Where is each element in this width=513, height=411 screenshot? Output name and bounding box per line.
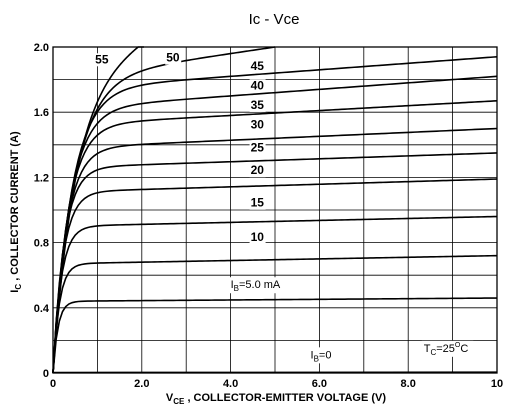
grid <box>53 47 497 373</box>
chart-title: Ic - Vce <box>249 11 300 28</box>
annotation-bg <box>308 347 334 364</box>
annotation-bg <box>228 277 287 294</box>
series-label-bg <box>249 98 266 112</box>
annotation-text: =0 <box>319 349 332 361</box>
y-tick-label: 1.6 <box>34 107 49 119</box>
x-tick-labels: 0 2.0 4.0 6.0 8.0 10 <box>50 378 503 390</box>
curve-ib-5-0 <box>52 297 498 374</box>
series-label-bg <box>249 196 266 210</box>
series-label-10: 10 <box>251 230 265 244</box>
series-label-15: 15 <box>251 196 265 210</box>
annotation-bg <box>421 340 474 357</box>
curve-ib-20 <box>52 178 498 374</box>
series-label-bg <box>249 79 266 93</box>
series-label-bg <box>249 230 266 244</box>
curve-ib-55 <box>52 46 145 374</box>
annotation-text: =25 <box>436 343 455 355</box>
x-axis-label-symbol: V <box>166 392 174 404</box>
annotation-text: =5.0 mA <box>239 279 281 291</box>
series-label-bg <box>94 53 111 67</box>
annotation-symbol: T <box>424 343 431 355</box>
x-tick-label: 0 <box>50 378 56 390</box>
x-axis-label-subscript: CE <box>173 397 185 406</box>
series-label-bg <box>249 164 266 178</box>
y-axis-label-text: , COLLECTOR CURRENT (A) <box>9 131 21 284</box>
annotation-tail: C <box>460 343 468 355</box>
series-label-40: 40 <box>251 78 265 92</box>
x-tick-label: 2.0 <box>134 378 149 390</box>
y-tick-label: 2.0 <box>34 42 49 54</box>
y-tick-label: 1.2 <box>34 172 49 184</box>
y-axis-label-subscript: C <box>14 284 23 290</box>
y-tick-label: 0.8 <box>34 238 49 250</box>
y-tick-label: 0.4 <box>34 303 50 315</box>
x-tick-label: 6.0 <box>312 378 327 390</box>
series-label-55: 55 <box>95 52 109 66</box>
annotation-subscript: B <box>314 354 319 363</box>
series-label-bg <box>165 51 182 65</box>
x-tick-label: 8.0 <box>401 378 416 390</box>
annotation-ib0: IB=0 <box>311 349 332 363</box>
y-tick-label: 0 <box>43 368 49 380</box>
series-label-bg <box>249 118 266 132</box>
x-axis-label-text: , COLLECTOR-EMITTER VOLTAGE (V) <box>184 392 386 404</box>
x-axis-label: VCE , COLLECTOR-EMITTER VOLTAGE (V) <box>166 392 386 406</box>
series-label-20: 20 <box>251 163 265 177</box>
series-labels: 55 50 45 40 35 30 25 20 15 10 <box>94 51 266 244</box>
series-label-50: 50 <box>166 51 180 65</box>
annotation-subscript: C <box>430 348 436 357</box>
series-label-bg <box>249 59 266 73</box>
series-label-30: 30 <box>251 118 265 132</box>
series-label-25: 25 <box>251 140 265 154</box>
x-tick-label: 4.0 <box>223 378 238 390</box>
curve-ib-25 <box>52 152 498 374</box>
annotation-symbol: I <box>231 279 234 291</box>
y-axis-label: IC , COLLECTOR CURRENT (A) <box>9 131 23 293</box>
curve-ib-50 <box>52 46 276 374</box>
annotation-symbol: I <box>311 349 314 361</box>
series-label-35: 35 <box>251 98 265 112</box>
series-label-45: 45 <box>251 59 265 73</box>
annotation-subscript: B <box>234 284 239 293</box>
annotation-tc: TC=25OC <box>424 342 469 357</box>
curves <box>52 46 498 374</box>
curve-ib-35 <box>52 99 498 374</box>
curve-ib-45 <box>52 55 498 374</box>
y-tick-labels: 0 0.4 0.8 1.2 1.6 2.0 <box>34 42 50 380</box>
x-tick-label: 10 <box>491 378 503 390</box>
y-axis-label-symbol: I <box>9 290 21 293</box>
annotation-superscript: O <box>455 342 461 349</box>
annotation-ib5: IB=5.0 mA <box>231 279 281 293</box>
curve-ib-30 <box>52 127 498 374</box>
curve-ib-10 <box>52 254 498 374</box>
plot-frame <box>52 46 498 374</box>
curve-ib-15 <box>52 215 498 374</box>
series-label-bg <box>249 141 266 155</box>
curve-ib-40 <box>52 75 498 374</box>
